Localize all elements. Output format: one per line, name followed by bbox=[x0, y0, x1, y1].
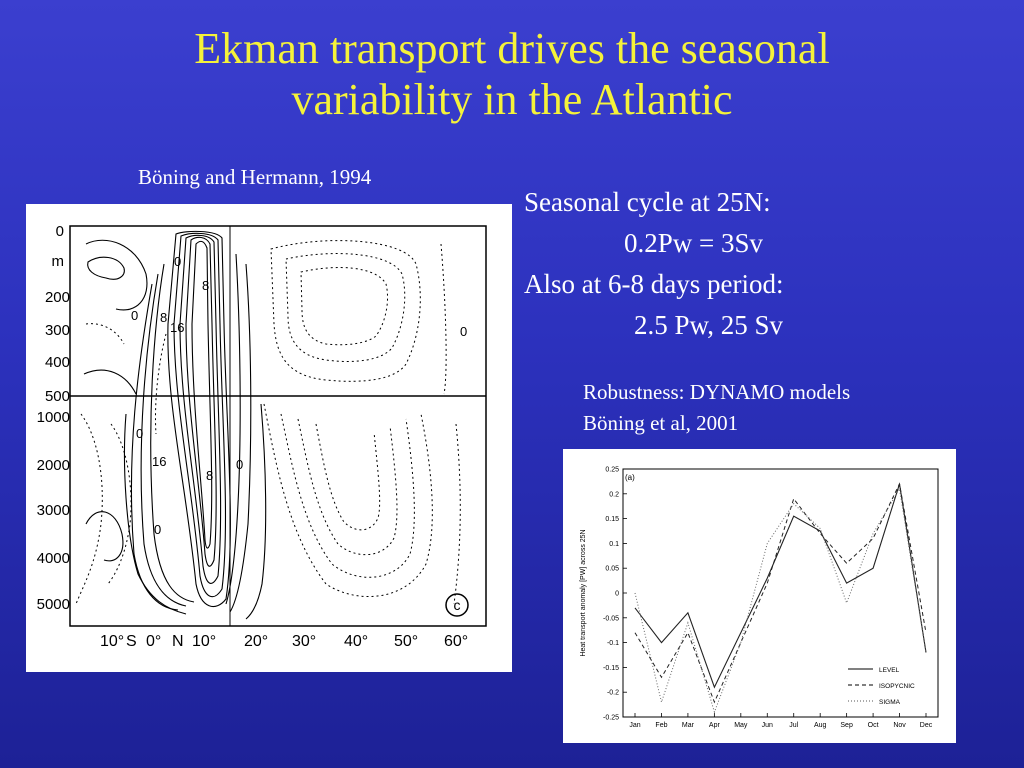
x-ticks: Jan Feb Mar Apr May Jun Jul Aug Sep Oct Nov Dec bbox=[629, 713, 933, 729]
contour-value-label: 16 bbox=[170, 320, 184, 335]
x-tick-label: Oct bbox=[868, 722, 879, 729]
x-tick-label: Apr bbox=[709, 722, 721, 729]
y-tick-label: 0.25 bbox=[605, 467, 619, 474]
depth-label: 0 bbox=[56, 223, 64, 240]
series-group bbox=[634, 482, 927, 714]
chart-title: (a) bbox=[625, 473, 635, 482]
contour-svg: 0 m 200 300 400 500 1000 2000 3000 4000 … bbox=[37, 223, 487, 650]
contour-figure: 0 m 200 300 400 500 1000 2000 3000 4000 … bbox=[26, 204, 512, 672]
x-tick-label: Aug bbox=[814, 722, 827, 729]
y-tick-label: 0.15 bbox=[605, 516, 619, 523]
x-tick-label: Nov bbox=[893, 722, 906, 729]
title-line-2: variability in the Atlantic bbox=[291, 74, 733, 124]
panel-label-circle bbox=[445, 593, 469, 617]
panel-label: c bbox=[454, 597, 461, 613]
depth-label: 1000 bbox=[37, 409, 70, 426]
robustness-line-2: Böning et al, 2001 bbox=[583, 411, 739, 435]
series-line-sigma bbox=[634, 487, 927, 714]
y-tick-label: -0.1 bbox=[607, 640, 619, 647]
contour-value-label: 8 bbox=[206, 468, 213, 483]
y-tick-label: -0.2 bbox=[607, 690, 619, 697]
depth-label: 2000 bbox=[37, 457, 70, 474]
depth-label: 5000 bbox=[37, 596, 70, 613]
legend-label-sigma: SIGMA bbox=[879, 699, 901, 706]
depth-label: 3000 bbox=[37, 502, 70, 519]
x-tick-label: Dec bbox=[920, 722, 933, 729]
y-tick-label: 0.05 bbox=[605, 566, 619, 573]
y-tick-label: 0.1 bbox=[609, 541, 619, 548]
x-tick-label: Mar bbox=[682, 722, 695, 729]
title-line-1: Ekman transport drives the seasonal bbox=[194, 24, 830, 73]
y-tick-label: -0.15 bbox=[603, 665, 619, 672]
lat-label: N bbox=[172, 633, 184, 650]
depth-label: 200 bbox=[45, 289, 70, 306]
y-ticks: 0.25 0.2 0.15 0.1 0.05 0 -0.05 -0.1 -0.15 -0.2 -0.… bbox=[603, 467, 627, 722]
solid-contours bbox=[83, 230, 267, 620]
legend-label-isopycnic: ISOPYCNIC bbox=[879, 683, 915, 690]
y-tick-label: 0 bbox=[615, 591, 619, 598]
x-tick-label: Feb bbox=[655, 722, 667, 729]
legend-label-level: LEVEL bbox=[879, 667, 900, 674]
seasonal-line-1: Seasonal cycle at 25N: bbox=[524, 187, 771, 217]
x-tick-label: Jul bbox=[789, 722, 798, 729]
depth-label: m bbox=[52, 253, 65, 270]
dotted-contours bbox=[75, 240, 461, 605]
heat-transport-chart: (a) Heat transport anomaly [PW] across 2… bbox=[563, 449, 956, 743]
y-tick-label: -0.05 bbox=[603, 615, 619, 622]
contour-value-label: 0 bbox=[154, 522, 161, 537]
contour-value-label: 16 bbox=[152, 454, 166, 469]
seasonal-line-3: Also at 6-8 days period: bbox=[524, 269, 784, 299]
citation-left: Böning and Hermann, 1994 bbox=[138, 165, 372, 189]
lat-label: 40° bbox=[344, 633, 368, 650]
x-tick-label: Jun bbox=[762, 722, 773, 729]
y-axis-label: Heat transport anomaly [PW] across 25N bbox=[580, 529, 587, 656]
x-tick-label: Sep bbox=[840, 722, 853, 729]
contour-value-label: 0 bbox=[236, 457, 243, 472]
y-tick-label: -0.25 bbox=[603, 715, 619, 722]
seasonal-line-4: 2.5 Pw, 25 Sv bbox=[634, 310, 784, 340]
lat-label: 20° bbox=[244, 633, 268, 650]
contour-value-label: 8 bbox=[160, 310, 167, 325]
robustness-text: Robustness: DYNAMO models Böning et al, … bbox=[583, 377, 850, 439]
y-tick-label: 0.2 bbox=[609, 491, 619, 498]
lat-label: 60° bbox=[444, 633, 468, 650]
x-tick-label: May bbox=[734, 722, 748, 729]
lat-label: 30° bbox=[292, 633, 316, 650]
depth-label: 4000 bbox=[37, 550, 70, 567]
contour-value-label: 0 bbox=[136, 426, 143, 441]
robustness-line-1: Robustness: DYNAMO models bbox=[583, 380, 851, 404]
contour-value-label: 0 bbox=[460, 324, 467, 339]
line-chart-svg: (a) Heat transport anomaly [PW] across 2… bbox=[580, 467, 939, 729]
x-tick-label: Jan bbox=[629, 722, 640, 729]
lat-label: 10° bbox=[100, 633, 124, 650]
depth-label: 500 bbox=[45, 388, 70, 405]
depth-label: 400 bbox=[45, 354, 70, 371]
plot-frame bbox=[622, 468, 939, 718]
series-line-level bbox=[634, 483, 927, 689]
contour-value-label: 0 bbox=[174, 254, 181, 269]
lat-label: 0° bbox=[146, 633, 161, 650]
series-line-isopycnic bbox=[634, 482, 927, 704]
legend: LEVEL ISOPYCNIC SIGMA bbox=[848, 667, 915, 706]
lat-label: 10° bbox=[192, 633, 216, 650]
contour-value-label: 0 bbox=[131, 308, 138, 323]
seasonal-text: Seasonal cycle at 25N: 0.2Pw = 3Sv Also … bbox=[524, 182, 783, 346]
lat-label: 50° bbox=[394, 633, 418, 650]
contour-value-label: 8 bbox=[202, 278, 209, 293]
depth-label: 300 bbox=[45, 322, 70, 339]
lat-label: S bbox=[126, 633, 137, 650]
slide-title: Ekman transport drives the seasonal vari… bbox=[60, 24, 964, 125]
contour-frame bbox=[69, 225, 487, 627]
seasonal-line-2: 0.2Pw = 3Sv bbox=[624, 228, 764, 258]
